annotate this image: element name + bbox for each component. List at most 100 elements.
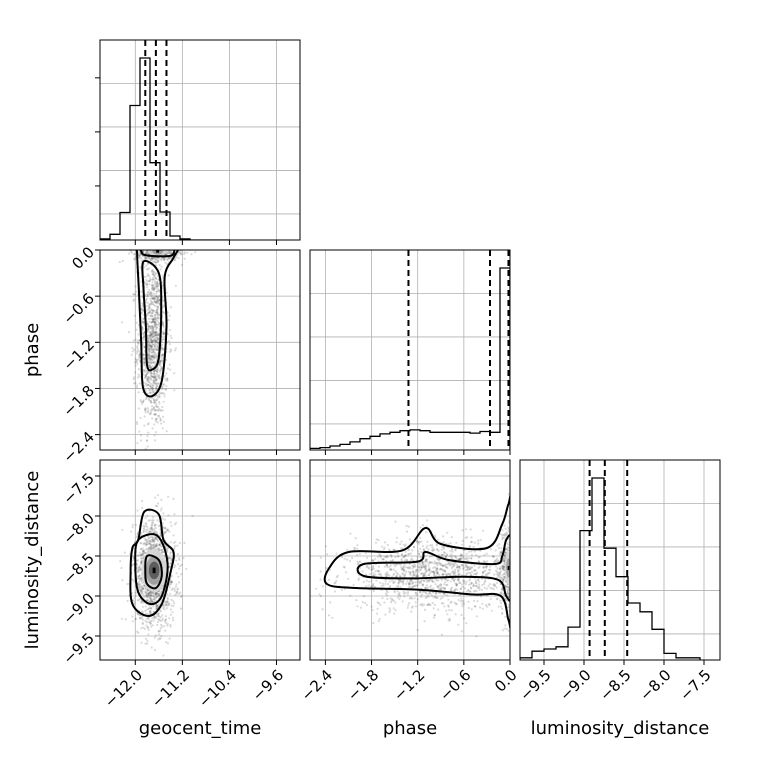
sample-point: [153, 370, 157, 373]
sample-point: [492, 555, 495, 559]
sample-point: [159, 268, 162, 271]
sample-point: [146, 321, 149, 324]
sample-point: [500, 547, 503, 550]
sample-point: [150, 330, 154, 333]
sample-point: [492, 583, 495, 586]
sample-point: [388, 609, 392, 612]
sample-point: [156, 338, 159, 341]
sample-point: [156, 595, 159, 598]
sample-point: [151, 327, 155, 330]
sample-point: [512, 601, 514, 603]
sample-point: [144, 637, 147, 640]
sample-point: [473, 569, 477, 572]
sample-point: [136, 554, 139, 557]
sample-point: [150, 378, 153, 381]
sample-point: [501, 588, 504, 591]
sample-point: [451, 554, 454, 557]
sample-point: [155, 344, 159, 347]
sample-point: [165, 603, 168, 606]
sample-point: [158, 295, 161, 298]
sample-point: [403, 569, 406, 572]
sample-point: [144, 539, 147, 542]
sample-point: [424, 587, 427, 590]
sample-point: [415, 569, 418, 572]
sample-point: [335, 576, 338, 579]
sample-point: [153, 351, 156, 354]
sample-point: [156, 342, 160, 345]
sample-point: [140, 560, 143, 563]
histogram-phase: [310, 250, 510, 450]
sample-point: [149, 377, 152, 380]
sample-point: [168, 566, 171, 569]
sample-point: [152, 376, 155, 379]
sample-point: [396, 590, 399, 593]
sample-point: [149, 357, 152, 360]
sample-point: [420, 603, 423, 606]
sample-point: [162, 333, 165, 336]
sample-point: [501, 612, 504, 616]
sample-point: [146, 445, 149, 448]
sample-point: [157, 604, 160, 607]
sample-point: [165, 641, 168, 644]
sample-point: [409, 571, 412, 574]
sample-point: [162, 526, 165, 529]
sample-point: [146, 323, 150, 326]
sample-point: [497, 605, 500, 608]
sample-point: [141, 328, 144, 331]
sample-point: [155, 294, 158, 298]
sample-point: [371, 559, 374, 562]
sample-point: [158, 543, 161, 546]
sample-point: [165, 379, 168, 382]
sample-point: [151, 600, 154, 603]
sample-point: [513, 569, 515, 571]
sample-point: [382, 558, 385, 561]
sample-point: [145, 530, 148, 534]
sample-point: [146, 593, 149, 596]
sample-point: [142, 321, 145, 324]
sample-point: [513, 586, 515, 588]
sample-point: [433, 534, 436, 538]
sample-point: [156, 382, 159, 385]
sample-point: [137, 613, 140, 616]
sample-point: [147, 340, 150, 343]
sample-point: [175, 559, 178, 562]
sample-point: [147, 256, 150, 260]
sample-point: [512, 587, 514, 589]
sample-point: [157, 341, 160, 344]
sample-point: [150, 385, 153, 388]
sample-point: [169, 608, 172, 611]
sample-point: [165, 430, 168, 433]
sample-point: [156, 281, 159, 284]
sample-point: [432, 580, 435, 583]
sample-point: [154, 418, 157, 421]
sample-point: [160, 549, 163, 552]
sample-point: [131, 347, 134, 350]
sample-point: [150, 309, 153, 312]
sample-point: [481, 571, 485, 574]
sample-point: [422, 574, 425, 578]
sample-point: [128, 252, 131, 255]
sample-point: [370, 569, 373, 572]
sample-point: [507, 585, 510, 588]
sample-point: [174, 243, 176, 245]
sample-point: [158, 393, 161, 396]
sample-point: [402, 583, 405, 586]
sample-point: [411, 586, 414, 589]
sample-point: [160, 347, 163, 350]
sample-point: [444, 569, 447, 573]
sample-point: [156, 421, 159, 424]
sample-point: [459, 554, 462, 557]
sample-point: [152, 372, 155, 375]
sample-point: [151, 320, 154, 323]
sample-point: [450, 555, 453, 559]
sample-point: [419, 565, 423, 568]
sample-point: [154, 333, 157, 336]
sample-point: [137, 585, 140, 589]
sample-point: [474, 589, 477, 592]
sample-point: [404, 572, 407, 575]
sample-point: [155, 353, 158, 356]
sample-point: [433, 572, 436, 575]
sample-point: [454, 549, 457, 552]
sample-point: [159, 409, 162, 412]
sample-point: [155, 604, 158, 607]
